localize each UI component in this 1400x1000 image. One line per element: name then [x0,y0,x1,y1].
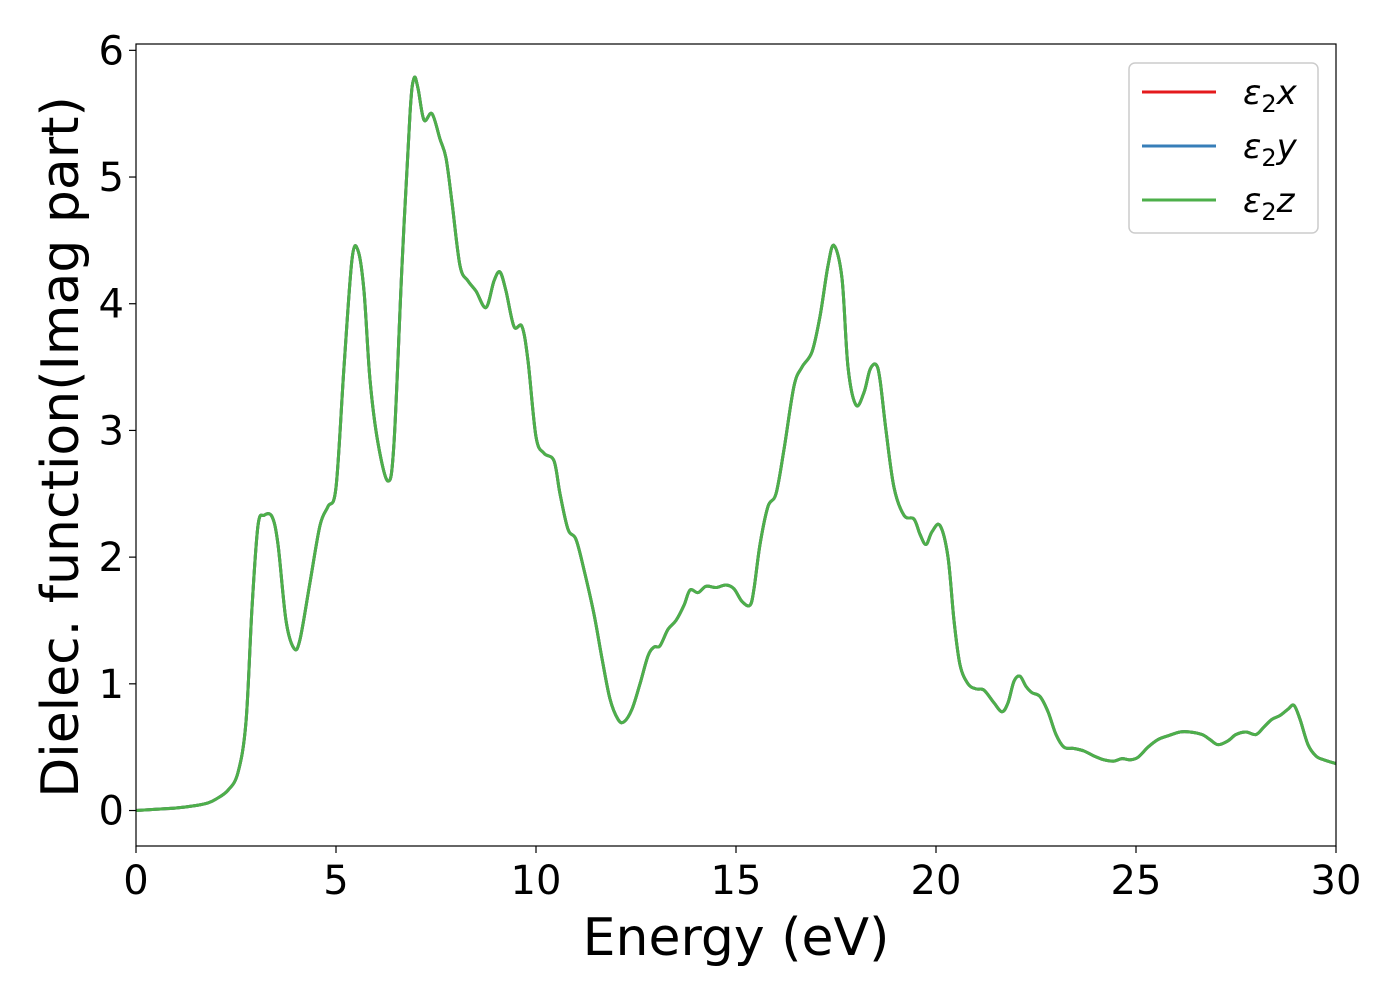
x-tick-label: 20 [911,858,962,904]
series-line-3 [136,75,1336,813]
x-tick-label: 5 [323,858,348,904]
x-axis-ticks: 0 5 10 15 20 25 30 [123,846,1361,904]
y-tick-label: 1 [99,662,124,708]
plot-lines [136,75,1336,813]
x-tick-label: 15 [711,858,762,904]
y-tick-label: 0 [99,789,124,835]
legend-box [1128,62,1319,234]
y-axis-ticks: 0 1 2 3 4 5 6 [99,28,136,835]
legend-label-1: ε2x [1243,73,1298,118]
x-tick-label: 25 [1111,858,1162,904]
y-tick-label: 2 [99,535,124,581]
y-tick-label: 6 [99,28,124,74]
legend: ε2x ε2y ε2z [1128,62,1319,234]
y-tick-label: 4 [99,282,124,328]
legend-label-3: ε2z [1243,181,1296,226]
x-tick-label: 10 [511,858,562,904]
x-axis-title: Energy (eV) [583,908,890,968]
y-tick-label: 5 [99,155,124,201]
y-tick-label: 3 [99,408,124,454]
legend-label-2: ε2y [1243,127,1298,172]
x-tick-label: 30 [1311,858,1362,904]
x-tick-label: 0 [123,858,148,904]
y-axis-title: Dielec. function(Imag part) [31,96,91,798]
